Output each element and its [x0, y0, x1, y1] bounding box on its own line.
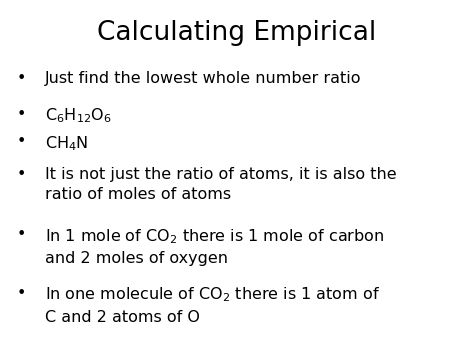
Text: •: • — [17, 167, 26, 182]
Text: CH$_4$N: CH$_4$N — [45, 134, 89, 153]
Text: •: • — [17, 227, 26, 242]
Text: •: • — [17, 106, 26, 121]
Text: •: • — [17, 71, 26, 86]
Text: C$_6$H$_{12}$O$_6$: C$_6$H$_{12}$O$_6$ — [45, 106, 112, 125]
Text: Just find the lowest whole number ratio: Just find the lowest whole number ratio — [45, 71, 362, 86]
Text: Calculating Empirical: Calculating Empirical — [97, 20, 377, 45]
Text: •: • — [17, 286, 26, 301]
Text: •: • — [17, 134, 26, 149]
Text: In 1 mole of CO$_2$ there is 1 mole of carbon
and 2 moles of oxygen: In 1 mole of CO$_2$ there is 1 mole of c… — [45, 227, 384, 266]
Text: It is not just the ratio of atoms, it is also the
ratio of moles of atoms: It is not just the ratio of atoms, it is… — [45, 167, 397, 202]
Text: In one molecule of CO$_2$ there is 1 atom of
C and 2 atoms of O: In one molecule of CO$_2$ there is 1 ato… — [45, 286, 380, 325]
